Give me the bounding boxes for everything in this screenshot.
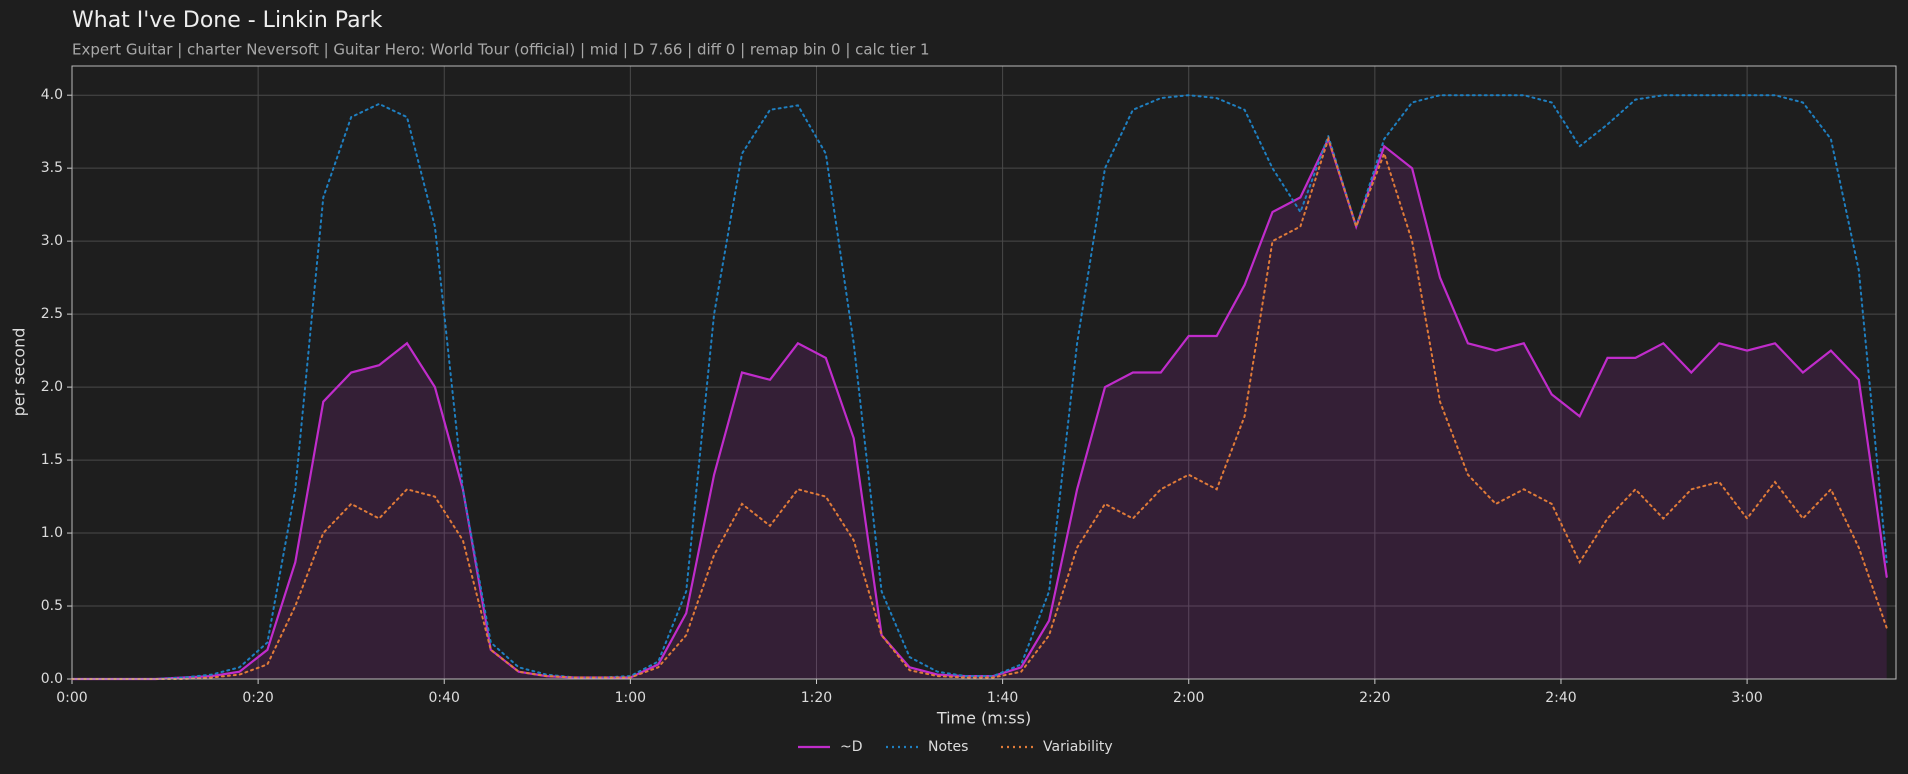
area <box>72 139 1887 679</box>
line <box>71 94 1888 680</box>
x-tick-label: 0:00 <box>56 690 87 706</box>
x-tick-label: 3:00 <box>1731 690 1762 706</box>
legend-label: ~D <box>840 739 863 755</box>
legend-label: Notes <box>928 739 968 755</box>
y-tick-label: 1.0 <box>41 525 63 541</box>
x-tick-label: 2:40 <box>1545 690 1576 706</box>
x-tick-label: 2:20 <box>1359 690 1390 706</box>
y-tick-label: 2.5 <box>41 306 63 322</box>
y-tick-label: 1.5 <box>41 452 63 468</box>
x-tick-label: 1:20 <box>801 690 832 706</box>
legend-label: Variability <box>1043 739 1113 755</box>
y-tick-label: 3.5 <box>41 160 63 176</box>
y-tick-label: 0.5 <box>41 598 63 614</box>
line <box>71 135 1888 680</box>
x-tick-label: 2:00 <box>1173 690 1204 706</box>
y-tick-label: 3.0 <box>41 233 63 249</box>
x-tick-label: 1:00 <box>615 690 646 706</box>
y-axis-label: per second <box>10 328 29 417</box>
plot-frame <box>71 65 1897 680</box>
x-tick-label: 0:20 <box>242 690 273 706</box>
y-tick-label: 4.0 <box>41 87 63 103</box>
chart-title: What I've Done - Linkin Park <box>72 8 383 33</box>
y-tick-label: 2.0 <box>41 379 63 395</box>
x-axis-label: Time (m:ss) <box>936 709 1031 728</box>
y-tick-label: 0.0 <box>41 671 63 687</box>
x-tick-label: 0:40 <box>429 690 460 706</box>
x-tick-label: 1:40 <box>987 690 1018 706</box>
chart-subtitle: Expert Guitar | charter Neversoft | Guit… <box>72 41 930 59</box>
